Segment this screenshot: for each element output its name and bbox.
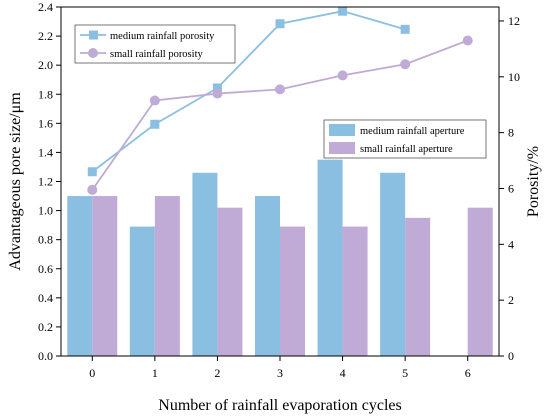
- bar: [217, 207, 243, 356]
- y-left-tick-label: 1.2: [38, 175, 53, 189]
- bar: [154, 196, 180, 356]
- lines-layer: [87, 6, 473, 195]
- ticks-layer: 0.0 0.2 0.4 0.6 0.8 1.0 1.2 1.4 1.6 1.8 2.0 2.2 2.4 0…: [38, 0, 520, 380]
- y-left-tick-label: 0.0: [38, 349, 53, 363]
- x-tick-label: 3: [277, 366, 283, 380]
- data-point: [150, 119, 160, 129]
- bar: [192, 172, 218, 356]
- y-right-tick-label: 2: [508, 293, 514, 307]
- y-left-tick-label: 1.4: [38, 145, 53, 159]
- bar: [317, 159, 343, 356]
- legend-label: small rainfall porosity: [110, 49, 203, 60]
- x-tick-label: 6: [465, 366, 471, 380]
- data-point: [212, 88, 223, 99]
- bars-layer: [67, 159, 493, 356]
- bar: [255, 196, 280, 356]
- y-left-tick-label: 2.4: [38, 0, 53, 14]
- y-axis-left-title: Advantageous pore size/μm: [7, 92, 24, 271]
- bar: [280, 226, 305, 356]
- bar: [342, 226, 368, 356]
- y-right-tick-label: 6: [508, 181, 514, 195]
- y-right-tick-label: 12: [508, 14, 520, 28]
- bar: [92, 196, 118, 356]
- x-tick-label: 4: [340, 366, 346, 380]
- x-tick-label: 1: [152, 366, 158, 380]
- x-axis-title: Number of rainfall evaporation cycles: [158, 397, 401, 414]
- legend-bar-swatch: [329, 142, 355, 154]
- x-tick-label: 2: [214, 366, 220, 380]
- y-right-tick-label: 8: [508, 126, 514, 140]
- y-left-tick-label: 0.6: [38, 262, 53, 276]
- y-right-tick-label: 0: [508, 349, 514, 363]
- y-left-tick-label: 0.4: [38, 291, 53, 305]
- line-legend: medium rainfall porosity small rainfall p…: [74, 24, 236, 64]
- data-point: [87, 167, 97, 177]
- y-left-tick-label: 0.2: [38, 320, 53, 334]
- data-point: [275, 19, 285, 29]
- bar-legend: medium rainfall aperture small rainfall a…: [323, 119, 487, 159]
- data-point: [337, 70, 348, 81]
- y-left-tick-label: 0.8: [38, 233, 53, 247]
- bar: [67, 196, 93, 356]
- x-tick-label: 5: [402, 366, 408, 380]
- y-left-tick-label: 2.0: [38, 58, 53, 72]
- legend-label: medium rainfall porosity: [110, 31, 215, 42]
- y-axis-right-title: Porosity/%: [525, 146, 542, 217]
- y-left-tick-label: 1.0: [38, 204, 53, 218]
- bar: [467, 207, 493, 356]
- y-left-tick-label: 1.6: [38, 116, 53, 130]
- legend-marker: [88, 48, 98, 58]
- y-right-tick-label: 10: [508, 70, 520, 84]
- line-legend-box: [74, 24, 236, 64]
- data-point: [87, 184, 98, 195]
- y-left-tick-label: 1.8: [38, 87, 53, 101]
- bar: [129, 226, 155, 356]
- legend-label: small rainfall aperture: [360, 144, 453, 155]
- data-point: [212, 83, 222, 93]
- legend-marker: [89, 30, 98, 40]
- legend-label: medium rainfall aperture: [360, 126, 465, 137]
- series-line: [91, 10, 406, 173]
- data-point: [338, 6, 348, 16]
- bar: [380, 172, 406, 356]
- legend-bar-swatch: [329, 124, 355, 136]
- data-point: [275, 84, 285, 95]
- x-tick-label: 0: [89, 366, 95, 380]
- data-point: [400, 59, 411, 70]
- bar: [405, 217, 431, 356]
- data-point: [400, 24, 410, 34]
- y-right-tick-label: 4: [508, 237, 514, 251]
- data-point: [462, 35, 473, 46]
- y-left-tick-label: 2.2: [38, 29, 53, 43]
- data-point: [149, 95, 160, 106]
